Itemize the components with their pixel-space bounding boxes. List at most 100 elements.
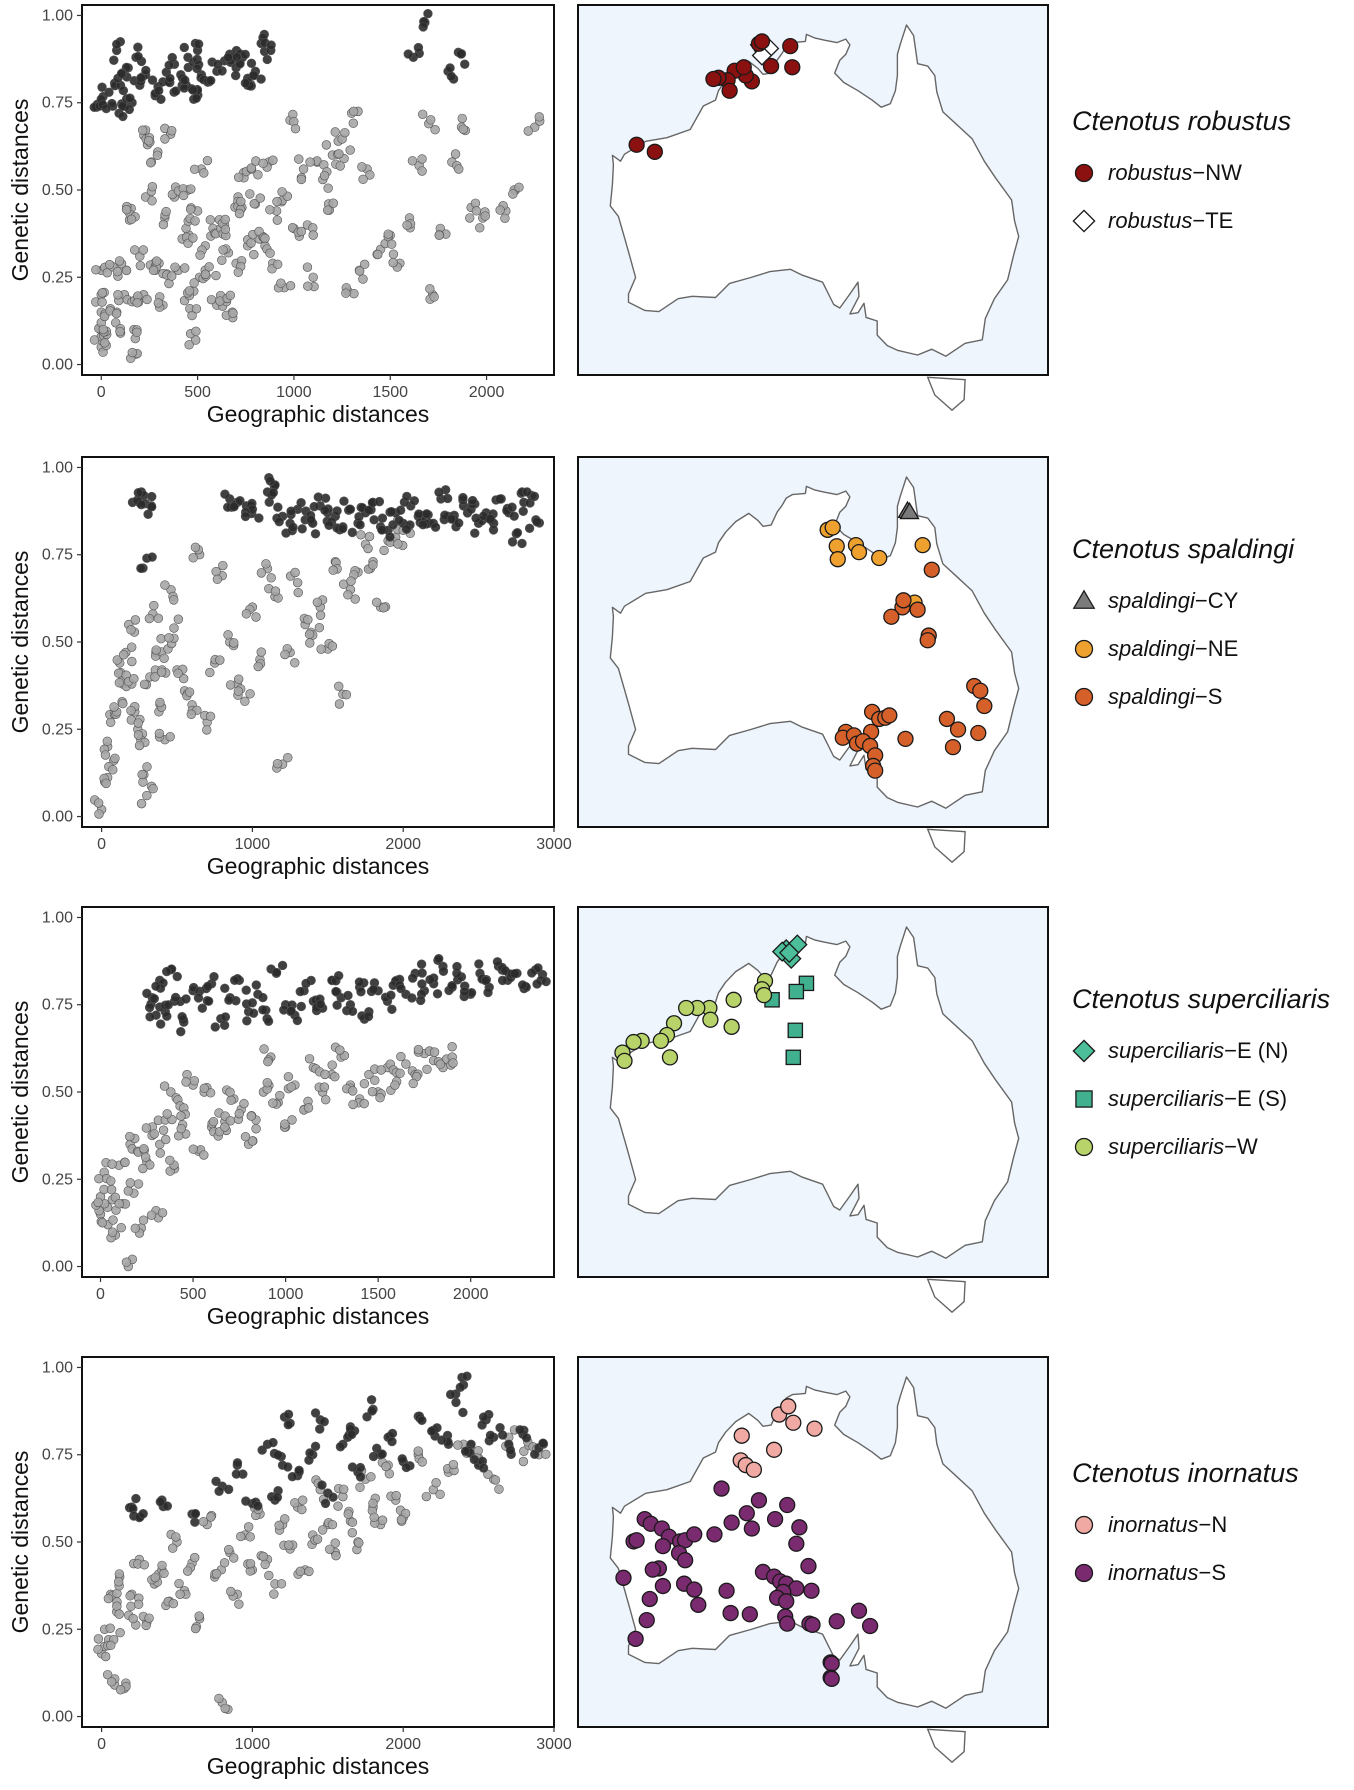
data-point [100,338,110,348]
map-point [919,632,936,649]
x-tick-label: 1500 [360,1286,396,1303]
data-point [417,979,427,989]
data-point [319,171,330,181]
legend-label-species: spaldingi [1108,684,1196,709]
data-point [199,1083,209,1094]
data-point [210,1022,220,1032]
data-point [425,284,435,294]
map-point [755,986,773,1004]
data-point [155,1497,166,1507]
data-point [510,968,520,979]
data-point [161,1134,171,1145]
data-point [348,118,359,128]
data-point [100,750,111,760]
legend-label-lineage: −S [1195,684,1223,709]
map-point [702,1011,719,1028]
legend-label-species: robustus [1108,208,1192,233]
data-point [246,58,257,69]
data-point [101,778,111,789]
data-point [144,1002,155,1013]
data-point [478,1412,489,1422]
data-point [245,189,255,199]
x-tick-label: 0 [97,384,106,401]
data-point [133,42,143,52]
y-tick-label: 0.75 [42,997,73,1014]
data-point [321,140,332,150]
data-point [415,995,426,1006]
data-point [348,1086,358,1096]
data-point [136,563,146,574]
map-points [819,500,993,779]
data-point [120,1157,130,1168]
x-tick-label: 1000 [235,1736,271,1753]
data-point [366,1472,376,1482]
data-point [128,1613,138,1624]
data-point [162,1501,173,1511]
data-point [157,1208,168,1218]
data-point [101,103,111,114]
data-point [214,1486,224,1496]
data-point [265,248,275,258]
data-point [220,214,230,225]
data-point [297,1504,307,1515]
data-point [347,1006,358,1016]
data-point [247,998,258,1008]
map-frame [577,1356,1049,1728]
data-point [225,290,236,301]
map-frame [577,4,1049,376]
map-point [723,1514,740,1531]
data-point [251,612,261,622]
data-point [139,1143,149,1154]
data-point [209,971,219,982]
y-axis-title: Genetic distances [7,99,33,282]
data-point [93,1634,104,1644]
data-point [308,230,318,240]
data-point [232,1458,243,1468]
data-point [114,1609,124,1619]
data-point [147,75,158,85]
y-tick-label: 0.50 [42,1084,73,1101]
data-point [403,49,413,59]
data-point [217,255,227,265]
data-point [134,740,145,751]
legend-key [1074,1515,1094,1535]
data-point [294,154,304,164]
data-point [457,113,467,124]
map-point [718,1582,735,1599]
data-point [138,245,149,255]
data-point [354,977,365,987]
data-point [112,1601,122,1611]
data-point [364,505,374,515]
legend-key [1074,1137,1094,1157]
data-point [379,545,389,556]
data-point [341,288,351,298]
data-point [286,1082,296,1092]
data-point [125,1131,135,1142]
data-point [108,765,118,775]
data-point [320,1498,331,1509]
data-point [354,266,365,276]
data-point [186,709,197,719]
data-point [233,172,244,182]
data-point [524,523,535,534]
map-point [788,1535,805,1552]
data-point [102,1669,113,1680]
data-point [283,1071,294,1082]
y-tick-label: 1.00 [42,7,73,24]
legend: Ctenotus spaldingispaldingi−CYspaldingi−… [1072,534,1295,709]
data-point [144,1613,154,1623]
map-panel [577,1356,1049,1764]
data-point [315,610,326,620]
data-point [446,514,457,524]
y-tick-label: 0.75 [42,547,73,564]
data-point [142,790,152,801]
data-point [346,1429,357,1440]
data-point [146,1210,157,1220]
data-point [394,515,404,526]
data-point [332,506,342,516]
data-point [240,49,250,60]
legend-label: spaldingi−CY [1108,588,1239,613]
data-point [149,1129,160,1139]
data-point [359,1078,370,1089]
data-point [139,1560,149,1570]
